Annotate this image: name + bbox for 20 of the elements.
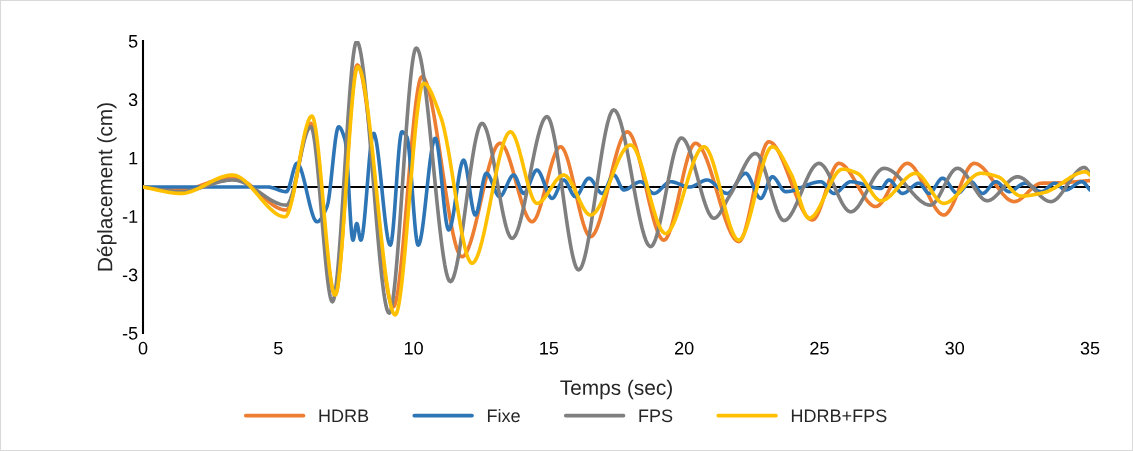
y-tick-label: -1 [122, 210, 138, 223]
legend-label: FPS [639, 409, 673, 423]
x-tick-label: 10 [404, 341, 423, 355]
y-tick-label: 1 [129, 151, 138, 165]
y-axis-title: Déplacement (cm) [96, 103, 117, 271]
x-tick-label: 20 [675, 341, 694, 355]
y-tick-label: 3 [128, 93, 138, 107]
x-tick-label: 5 [273, 342, 283, 355]
x-tick-label: 30 [945, 341, 965, 355]
y-tick-label: -5 [122, 327, 138, 340]
legend-label: HDRB [319, 409, 369, 422]
x-axis-title: Temps (sec) [560, 379, 672, 400]
y-tick-label: 5 [128, 35, 138, 48]
legend-label: HDRB+FPS [791, 409, 887, 423]
x-tick-label: 25 [810, 341, 829, 355]
legend-label: Fixe [487, 408, 520, 423]
x-tick-label: 35 [1080, 341, 1100, 355]
x-tick-label: 0 [138, 341, 148, 355]
y-tick-label: -3 [122, 268, 138, 282]
x-tick-label: 15 [540, 342, 559, 355]
